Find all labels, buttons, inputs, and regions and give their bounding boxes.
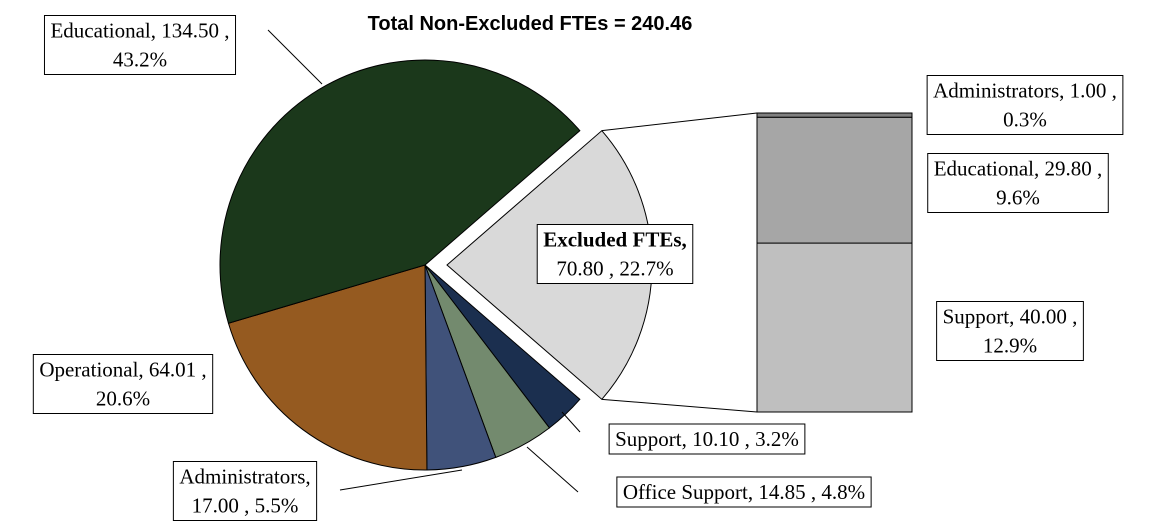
- data-label-text: Administrators,: [179, 465, 310, 489]
- label-box: [172, 461, 318, 521]
- data-label-text: 9.6%: [996, 186, 1040, 210]
- data-label-text: 12.9%: [983, 334, 1037, 358]
- pie-slice: [227, 264, 428, 471]
- data-label-text: Excluded FTEs,: [543, 228, 687, 252]
- data-label-text: Educational, 29.80 ,: [934, 157, 1103, 181]
- data-label-text: Support, 40.00 ,: [943, 305, 1078, 329]
- label-box: [936, 301, 1084, 361]
- data-label: Office Support, 14.85 , 4.8%: [616, 476, 872, 508]
- data-label: Administrators, 1.00 , 0.3%: [926, 75, 1124, 135]
- label-box: [536, 224, 694, 284]
- label-box: [927, 153, 1109, 213]
- leader-line: [339, 469, 463, 491]
- leader-line: [526, 446, 579, 493]
- label-box: [616, 476, 872, 508]
- label-box: [43, 15, 237, 75]
- data-label-text: 43.2%: [113, 48, 167, 72]
- leader-line: [267, 29, 323, 85]
- data-label: Support, 40.00 , 12.9%: [936, 301, 1084, 361]
- label-box: [926, 75, 1124, 135]
- data-label-text: Support, 10.10 , 3.2%: [615, 427, 799, 451]
- data-label-text: Operational, 64.01 ,: [39, 358, 206, 382]
- bar-segment: [756, 112, 913, 118]
- data-label-text: 0.3%: [1003, 108, 1047, 132]
- data-label: Operational, 64.01 , 20.6%: [32, 354, 214, 414]
- bar-segment: [756, 242, 913, 413]
- data-label: Educational, 29.80 , 9.6%: [927, 153, 1109, 213]
- data-label: Administrators, 17.00 , 5.5%: [172, 461, 318, 521]
- connector-line: [601, 398, 758, 413]
- pie-slice: [219, 59, 581, 324]
- label-box: [608, 423, 806, 455]
- data-label: Educational, 134.50 , 43.2%: [43, 15, 237, 75]
- data-label-text: Administrators, 1.00 ,: [933, 79, 1117, 103]
- data-label: Excluded FTEs, 70.80 , 22.7%: [536, 224, 694, 284]
- leader-line: [561, 411, 581, 433]
- data-label-text: 17.00 , 5.5%: [192, 494, 299, 518]
- data-label-text: Educational, 134.50 ,: [50, 19, 229, 43]
- data-label-text: 20.6%: [96, 387, 150, 411]
- connector-line: [601, 112, 758, 132]
- label-box: [32, 354, 214, 414]
- bar-segment: [756, 116, 913, 244]
- data-label: Support, 10.10 , 3.2%: [608, 423, 806, 455]
- data-label-text: Office Support, 14.85 , 4.8%: [623, 480, 865, 504]
- chart-title: Total Non-Excluded FTEs = 240.46: [368, 13, 693, 35]
- data-label-text: 70.80 , 22.7%: [556, 257, 673, 281]
